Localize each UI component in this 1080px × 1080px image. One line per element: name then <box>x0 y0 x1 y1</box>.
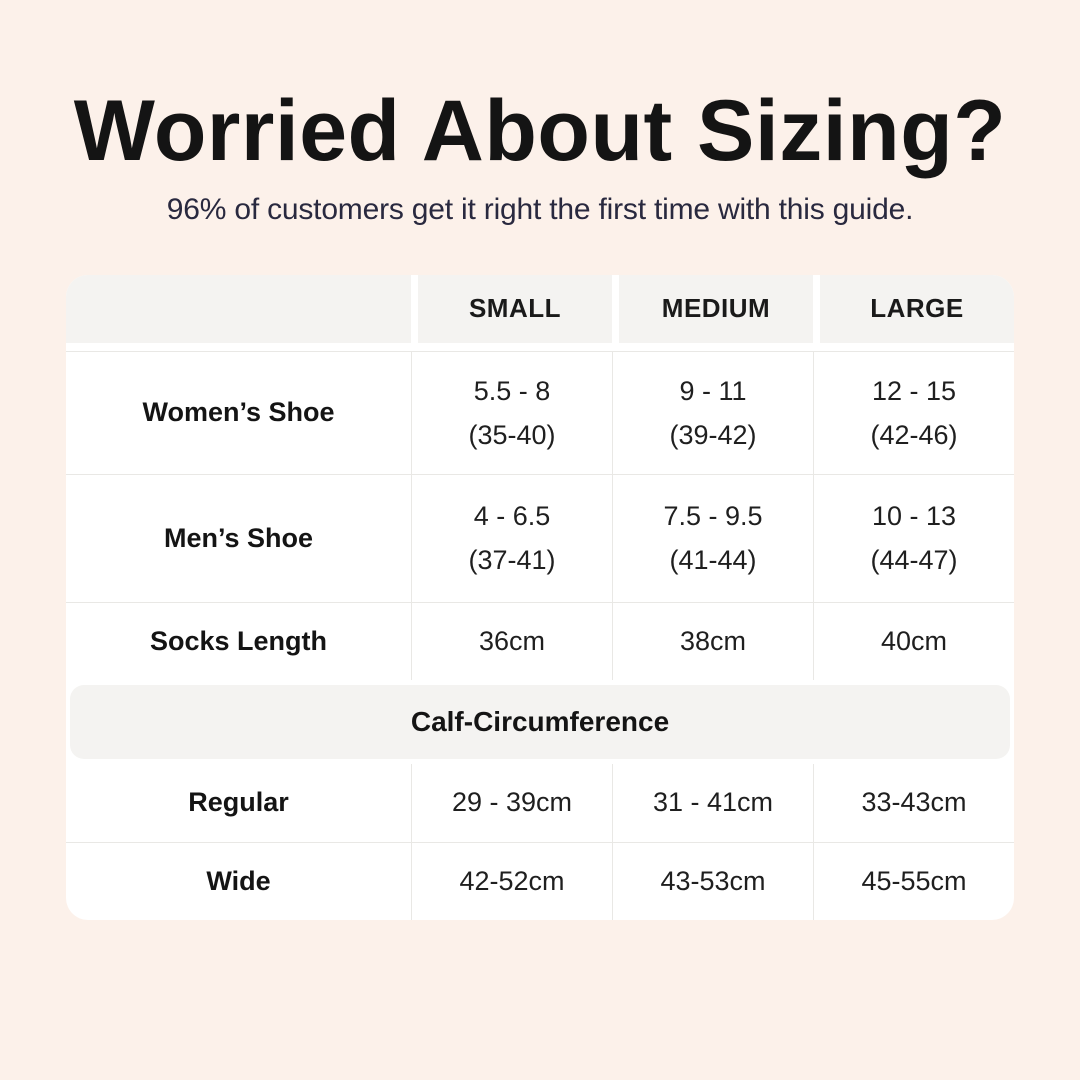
page-title: Worried About Sizing? <box>73 83 1007 179</box>
cell-line: (39-42) <box>669 419 757 450</box>
page-subtitle: 96% of customers get it right the first … <box>166 192 914 226</box>
row-label-socks-length: Socks Length <box>149 625 328 656</box>
section-header-calf-circumference: Calf-Circumference <box>70 684 1010 759</box>
cell-line: 5.5 - 8 <box>473 375 551 406</box>
table-row-womens-shoe: Women’s Shoe 5.5 - 8 (35-40) 9 - 11 (39-… <box>66 350 1014 474</box>
row-label-regular: Regular <box>188 787 289 818</box>
cell-socks-large: 40cm <box>813 602 1014 680</box>
header-cell-large: LARGE <box>813 274 1014 343</box>
cell-line: 9 - 11 <box>679 375 747 406</box>
table-row-socks-length: Socks Length 36cm 38cm 40cm <box>66 601 1014 680</box>
cell-wide-small: 42-52cm <box>411 842 612 920</box>
cell-womens-small: 5.5 - 8 (35-40) <box>411 351 612 474</box>
table-row-regular: Regular 29 - 39cm 31 - 41cm 33-43cm <box>66 763 1014 842</box>
cell-socks-medium: 38cm <box>612 602 813 680</box>
cell-regular-large: 33-43cm <box>813 763 1014 842</box>
row-label-womens-shoe: Women’s Shoe <box>142 397 335 428</box>
cell-line: (35-40) <box>468 419 556 450</box>
cell-mens-large: 10 - 13 (44-47) <box>813 474 1014 602</box>
table-row-wide: Wide 42-52cm 43-53cm 45-55cm <box>66 841 1014 920</box>
cell-mens-small: 4 - 6.5 (37-41) <box>411 474 612 602</box>
hero-section: Worried About Sizing? 96% of customers g… <box>74 82 1007 227</box>
header-cell-small: SMALL <box>411 274 612 343</box>
cell-line: (44-47) <box>870 545 958 576</box>
cell-line: 7.5 - 9.5 <box>663 501 763 532</box>
row-label-wide: Wide <box>206 865 271 896</box>
cell-line: 10 - 13 <box>871 501 957 532</box>
table-row-mens-shoe: Men’s Shoe 4 - 6.5 (37-41) 7.5 - 9.5 (41… <box>66 473 1014 602</box>
cell-line: (37-41) <box>468 545 556 576</box>
table-header-row: SMALL MEDIUM LARGE <box>66 274 1014 343</box>
cell-wide-large: 45-55cm <box>813 842 1014 920</box>
row-label-mens-shoe: Men’s Shoe <box>163 522 314 553</box>
header-cell-medium: MEDIUM <box>612 274 813 343</box>
cell-socks-small: 36cm <box>411 602 612 680</box>
cell-wide-medium: 43-53cm <box>612 842 813 920</box>
cell-regular-medium: 31 - 41cm <box>612 763 813 842</box>
cell-line: (42-46) <box>870 419 958 450</box>
header-cell-empty <box>66 274 411 343</box>
cell-line: (41-44) <box>669 545 757 576</box>
cell-line: 12 - 15 <box>871 375 957 406</box>
cell-regular-small: 29 - 39cm <box>411 763 612 842</box>
cell-mens-medium: 7.5 - 9.5 (41-44) <box>612 474 813 602</box>
size-chart-table: SMALL MEDIUM LARGE Women’s Shoe 5.5 - 8 … <box>66 274 1014 920</box>
cell-womens-large: 12 - 15 (42-46) <box>813 351 1014 474</box>
cell-line: 4 - 6.5 <box>473 501 551 532</box>
cell-womens-medium: 9 - 11 (39-42) <box>612 351 813 474</box>
